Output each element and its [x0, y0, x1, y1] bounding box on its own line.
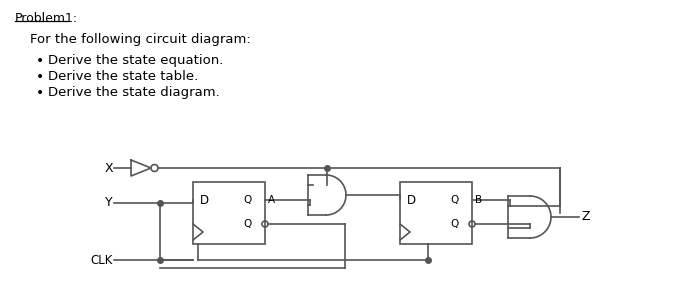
Text: Y: Y [106, 197, 113, 210]
Text: B: B [475, 195, 482, 205]
Text: Q: Q [243, 195, 251, 205]
Text: Derive the state diagram.: Derive the state diagram. [48, 86, 220, 99]
Text: •: • [36, 86, 44, 100]
Text: Q: Q [243, 219, 251, 229]
Text: X: X [104, 162, 113, 175]
Text: CLK: CLK [90, 253, 113, 266]
Text: •: • [36, 70, 44, 84]
Text: Q: Q [450, 219, 459, 229]
Text: A: A [268, 195, 275, 205]
Text: •: • [36, 54, 44, 68]
Text: D: D [407, 194, 416, 207]
Text: Q: Q [450, 195, 459, 205]
Text: Derive the state table.: Derive the state table. [48, 70, 198, 83]
Text: D: D [200, 194, 209, 207]
Text: For the following circuit diagram:: For the following circuit diagram: [30, 33, 251, 46]
Bar [193, 182, 265, 244]
Bar [400, 182, 472, 244]
Text: Problem1:: Problem1: [15, 12, 78, 25]
Text: Derive the state equation.: Derive the state equation. [48, 54, 223, 67]
Text: Z: Z [581, 210, 589, 223]
